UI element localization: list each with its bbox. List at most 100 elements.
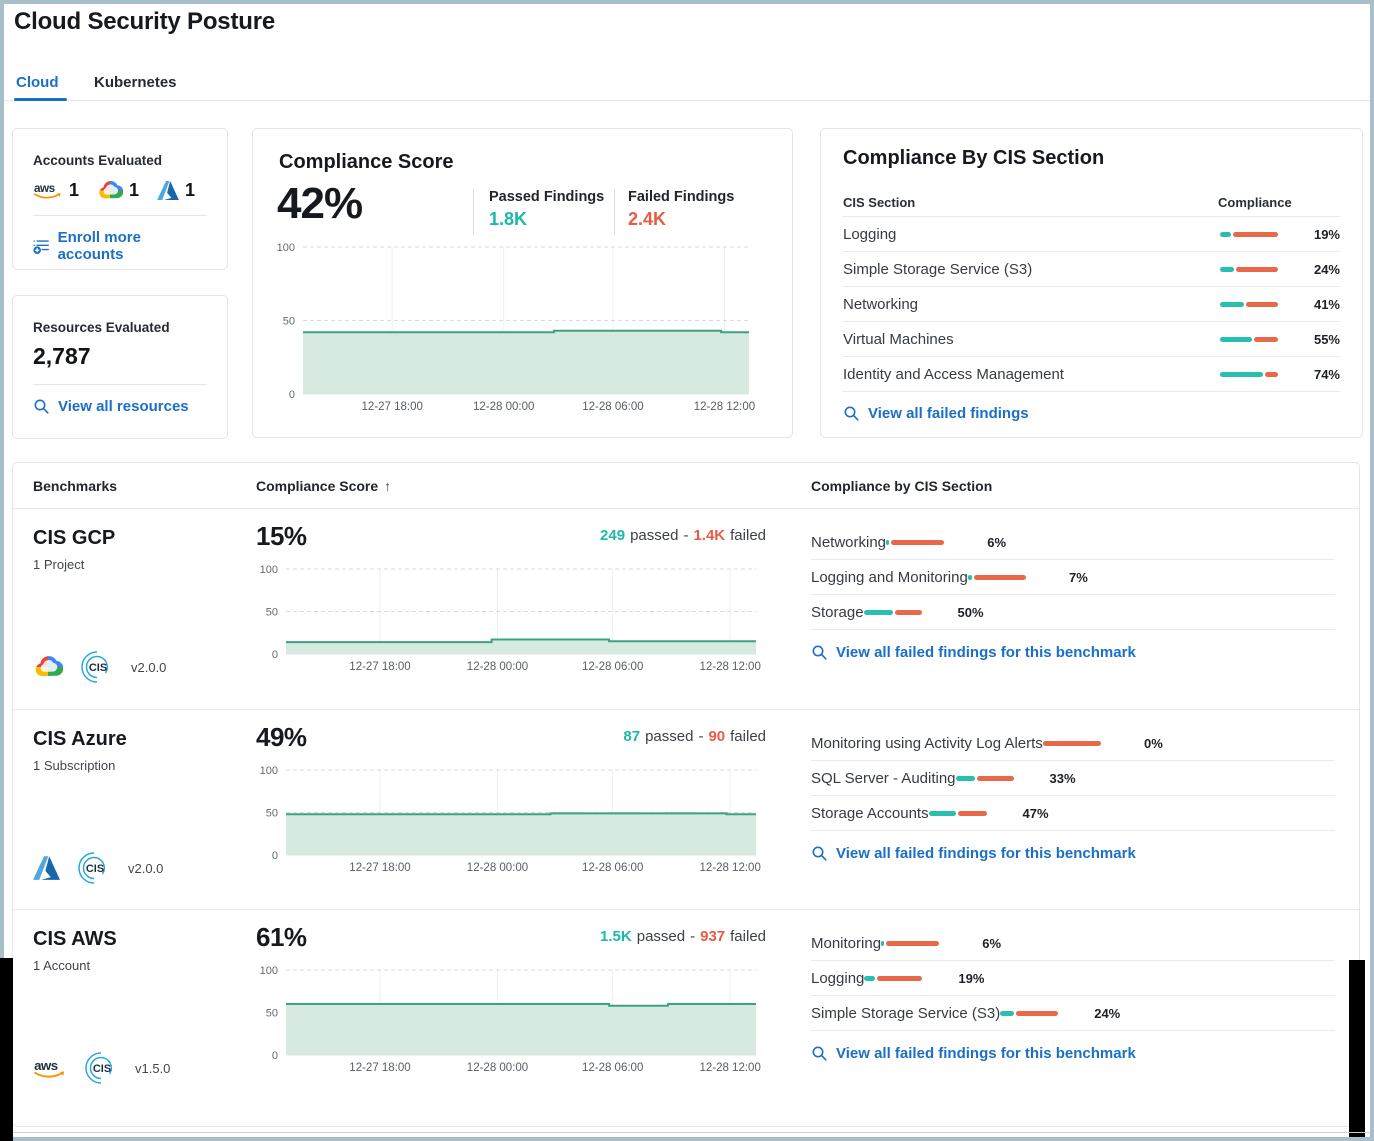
benchmark-cis-sections: Monitoring using Activity Log Alerts 0% … [811, 726, 1335, 867]
svg-text:12-28 12:00: 12-28 12:00 [699, 661, 760, 673]
cis-section-row[interactable]: Virtual Machines 55% [843, 322, 1340, 357]
resources-evaluated-card: Resources Evaluated 2,787 View all resou… [12, 295, 228, 439]
view-failed-findings-benchmark-link[interactable]: View all failed findings for this benchm… [811, 845, 1136, 862]
svg-text:0: 0 [272, 649, 278, 661]
compliance-minibar [1000, 1010, 1059, 1016]
stat-divider [614, 189, 615, 235]
svg-text:0: 0 [272, 850, 278, 862]
svg-text:50: 50 [266, 1008, 278, 1020]
cis-section-row[interactable]: Networking 6% [811, 525, 1335, 560]
enroll-more-accounts-link[interactable]: Enroll more accounts [33, 229, 207, 263]
cis-section-row[interactable]: Identity and Access Management 74% [843, 357, 1340, 392]
search-icon [34, 399, 49, 414]
passed-count: 87 [623, 728, 641, 745]
benchmark-name: CIS Azure [33, 728, 127, 750]
tabs-divider [4, 100, 1370, 101]
cis-section-label: Virtual Machines [843, 330, 954, 348]
cis-section-row[interactable]: Logging 19% [811, 961, 1335, 996]
compliance-score-title: Compliance Score [279, 151, 454, 173]
compliance-column-header: Compliance [1218, 195, 1292, 210]
failed-count: 1.4K [693, 527, 726, 544]
passed-findings-value: 1.8K [489, 209, 528, 229]
view-failed-findings-label: View all failed findings for this benchm… [836, 644, 1136, 661]
benchmark-scope: 1 Subscription [33, 758, 116, 773]
svg-text:0: 0 [289, 389, 295, 401]
cis-section-label: Logging and Monitoring [811, 568, 968, 586]
failed-word: failed [730, 527, 766, 544]
compliance-score-value: 42% [277, 179, 363, 228]
benchmark-trend-chart: 0 50 100 12-27 18:00 12-28 00:00 12-28 06:00 1… [250, 765, 766, 877]
search-icon [812, 645, 827, 660]
benchmark-passed-failed: 1.5K passed - 937 failed [413, 928, 766, 945]
svg-text:100: 100 [260, 765, 278, 777]
passed-count: 249 [600, 527, 626, 544]
svg-text:12-27 18:00: 12-27 18:00 [362, 401, 423, 413]
compliance-minibar [1042, 740, 1101, 746]
cis-section-row[interactable]: Storage 50% [811, 595, 1335, 630]
cis-section-label: Storage [811, 603, 864, 621]
failed-count: 90 [708, 728, 726, 745]
svg-text:50: 50 [283, 316, 295, 328]
svg-text:100: 100 [260, 564, 278, 576]
view-all-failed-findings-link[interactable]: View all failed findings [843, 405, 1029, 422]
separator: - [683, 527, 689, 544]
compliance-percent: 74% [1313, 366, 1340, 382]
azure-icon [33, 856, 60, 880]
cis-section-label: Logging [811, 969, 865, 987]
cis-section-row[interactable]: Monitoring 6% [811, 926, 1335, 961]
compliance-score-column-header[interactable]: Compliance Score ↑ [256, 478, 391, 494]
compliance-minibar [955, 775, 1014, 781]
svg-text:12-27 18:00: 12-27 18:00 [349, 661, 410, 673]
cis-section-row[interactable]: Logging and Monitoring 7% [811, 560, 1335, 595]
failed-count: 937 [700, 928, 726, 945]
benchmark-score: 61% [256, 922, 307, 952]
cis-section-row[interactable]: Networking 41% [843, 287, 1340, 322]
passed-findings-stat: Passed Findings 1.8K [489, 189, 604, 230]
compliance-percent: 7% [1069, 569, 1088, 585]
compliance-percent: 41% [1313, 296, 1340, 312]
cis-section-row[interactable]: Simple Storage Service (S3) 24% [811, 996, 1335, 1031]
view-all-resources-link[interactable]: View all resources [33, 398, 189, 415]
cis-section-row[interactable]: Simple Storage Service (S3) 24% [843, 252, 1340, 287]
sort-ascending-icon: ↑ [384, 478, 392, 494]
svg-text:100: 100 [260, 965, 278, 977]
svg-text:100: 100 [277, 242, 295, 254]
accounts-card-title: Accounts Evaluated [33, 153, 163, 168]
svg-text:50: 50 [266, 808, 278, 820]
cis-section-label: Monitoring [811, 934, 882, 952]
svg-text:12-28 00:00: 12-28 00:00 [467, 862, 528, 874]
cis-section-row[interactable]: Monitoring using Activity Log Alerts 0% [811, 726, 1335, 761]
benchmark-version: v2.0.0 [128, 860, 164, 876]
view-failed-findings-benchmark-link[interactable]: View all failed findings for this benchm… [811, 1045, 1136, 1062]
resources-card-title: Resources Evaluated [33, 320, 170, 335]
svg-text:CIS: CIS [93, 1063, 111, 1075]
cis-section-row[interactable]: SQL Server - Auditing 33% [811, 761, 1335, 796]
failed-findings-value: 2.4K [628, 209, 667, 229]
svg-text:12-28 06:00: 12-28 06:00 [582, 862, 643, 874]
cis-section-row[interactable]: Logging 19% [843, 217, 1340, 252]
view-failed-findings-benchmark-link[interactable]: View all failed findings for this benchm… [811, 644, 1136, 661]
tab-kubernetes[interactable]: Kubernetes [94, 74, 177, 91]
svg-text:12-28 00:00: 12-28 00:00 [467, 661, 528, 673]
compliance-minibar [863, 609, 922, 615]
benchmark-version: v1.5.0 [135, 1060, 171, 1076]
benchmark-score: 49% [256, 722, 307, 752]
cis-section-label: Networking [843, 295, 919, 313]
compliance-minibar [1220, 231, 1278, 237]
benchmark-passed-failed: 87 passed - 90 failed [413, 728, 766, 745]
svg-text:12-28 06:00: 12-28 06:00 [582, 401, 643, 413]
cis-section-row[interactable]: Storage Accounts 47% [811, 796, 1335, 831]
benchmark-row-cis-azure: CIS Azure 1 Subscription CIS v2.0.0 49% … [13, 709, 1359, 909]
cis-card-title: Compliance By CIS Section [843, 147, 1105, 169]
tab-cloud[interactable]: Cloud [16, 74, 59, 91]
cis-table-header: CIS Section Compliance [843, 189, 1340, 217]
benchmark-scope: 1 Account [33, 958, 91, 973]
svg-text:CIS: CIS [89, 662, 107, 674]
passed-count: 1.5K [600, 928, 632, 945]
benchmark-passed-failed: 249 passed - 1.4K failed [413, 527, 766, 544]
compliance-percent: 6% [987, 534, 1007, 550]
compliance-percent: 33% [1049, 770, 1076, 786]
failed-word: failed [730, 928, 766, 945]
compliance-by-cis-section-column-header: Compliance by CIS Section [811, 478, 993, 494]
compliance-percent: 19% [1313, 226, 1340, 242]
